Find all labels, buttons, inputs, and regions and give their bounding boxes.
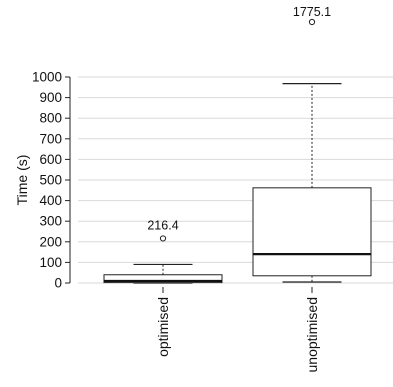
y-tick-label: 600 (39, 152, 62, 167)
y-axis-label: Time (s) (14, 155, 30, 206)
category-labels: optimised unoptimised (155, 287, 320, 373)
y-axis: 0 100 200 300 400 500 600 700 800 900 1000 (32, 70, 71, 291)
y-tick-label: 800 (39, 111, 62, 126)
box-series: 216.4 1775.1 (103, 5, 372, 284)
y-tick-label: 900 (39, 90, 62, 105)
outlier-point (308, 18, 316, 26)
outlier-point (159, 235, 167, 242)
y-tick-label: 500 (39, 173, 62, 188)
y-tick-label: 400 (39, 193, 62, 208)
y-tick-label: 200 (39, 234, 62, 249)
y-tick-label: 700 (39, 131, 62, 146)
outlier-label: 216.4 (147, 218, 178, 232)
y-tick-label: 100 (39, 255, 62, 270)
category-label-optimised: optimised (155, 297, 171, 357)
y-tick-label: 300 (39, 214, 62, 229)
grid-lines (78, 76, 393, 284)
category-label-unoptimised: unoptimised (304, 297, 320, 373)
y-tick-label: 0 (54, 276, 62, 291)
iqr-box (103, 274, 223, 284)
y-tick-label: 1000 (32, 70, 62, 85)
box-optimised: 216.4 (103, 218, 223, 284)
box-unoptimised: 1775.1 (252, 5, 372, 283)
outlier-label: 1775.1 (293, 5, 331, 19)
iqr-box (252, 187, 372, 277)
